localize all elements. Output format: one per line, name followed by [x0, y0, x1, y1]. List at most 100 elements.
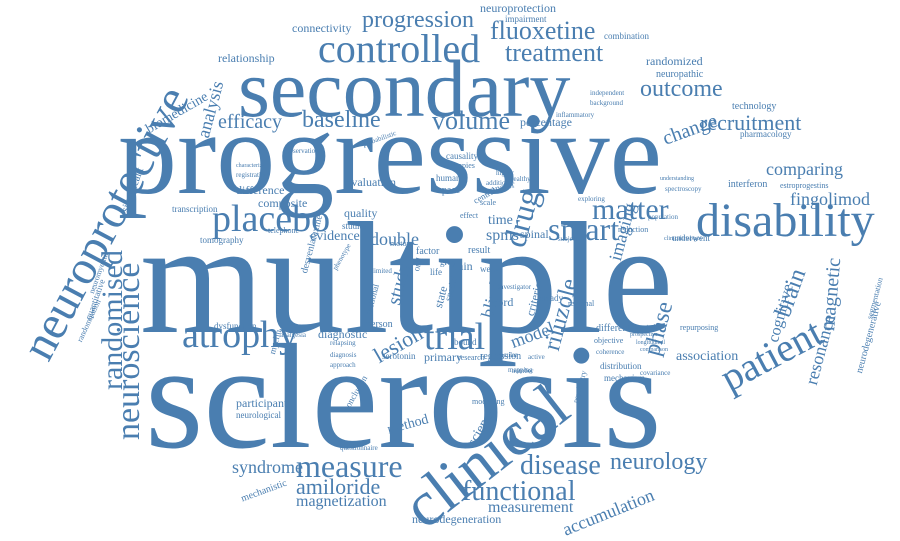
word-reduction: reduction — [618, 225, 649, 234]
word-approach: approach — [330, 361, 356, 369]
word-trial: trial — [424, 316, 486, 358]
word-grey: grey — [440, 257, 456, 267]
word-regression: regression — [480, 351, 522, 362]
word-healthy: healthy — [510, 175, 531, 183]
word-inflammatory: inflammatory — [556, 111, 595, 119]
word-telephone: telephone — [268, 226, 300, 235]
word-magnetization: magnetization — [296, 493, 387, 510]
word-number: number — [512, 367, 534, 375]
word-disability: disability — [696, 194, 875, 247]
word-subject: subject — [558, 235, 578, 243]
word-regional: regional — [568, 299, 595, 308]
word-volume: volume — [432, 106, 510, 135]
word-observational: observational — [286, 147, 324, 155]
word-active: active — [528, 353, 545, 361]
word-spectroscopy: spectroscopy — [665, 185, 702, 193]
word-multiple: multiple — [140, 189, 674, 367]
word-interferon: interferon — [728, 179, 768, 190]
word-amiloride: amiloride — [296, 474, 381, 499]
word-difference: difference — [236, 183, 285, 197]
word-ocular: ocular — [500, 351, 518, 359]
word-exploring: exploring — [578, 195, 605, 203]
word-mapping: mapping — [508, 366, 533, 374]
word-evidence: evidence — [310, 229, 360, 244]
word-modelling: modelling — [472, 397, 505, 406]
word-different: different — [596, 323, 631, 334]
word-randomized: randomized — [646, 54, 703, 68]
word-estroprogestins: estroprogestins — [780, 181, 829, 190]
word-functional: functional — [462, 476, 576, 507]
word-spinal: spinal — [520, 227, 549, 241]
word-registration: registration — [236, 171, 268, 179]
word-change: change — [659, 109, 721, 150]
word-studies: studies — [342, 221, 368, 231]
word-neurodegeneration: neurodegeneration — [412, 512, 502, 526]
word-factor: factor — [416, 246, 440, 257]
word-scale: scale — [480, 198, 496, 207]
word-treatment: treatment — [505, 38, 604, 67]
word-coherence: coherence — [596, 348, 625, 356]
word-repurposing: repurposing — [680, 323, 719, 332]
word-technology: technology — [732, 101, 777, 112]
word-evaluation: evaluation — [346, 175, 396, 189]
word-baseline: baseline — [302, 107, 381, 133]
word-serotonin: serotonin — [382, 351, 416, 361]
word-progressive: progressive — [118, 88, 662, 219]
word-population: population — [648, 213, 678, 221]
word-addition: addition — [486, 179, 509, 187]
word-person: person — [366, 319, 393, 330]
word-understanding: understanding — [660, 176, 694, 182]
word-comparing: comparing — [766, 159, 843, 179]
word-measurement: measurement — [488, 499, 574, 516]
word-result: result — [468, 245, 491, 256]
word-relapsing: relapsing — [330, 339, 356, 347]
word-independent: independent — [590, 89, 625, 97]
word-combination: combination — [604, 31, 649, 41]
word-background: background — [590, 99, 624, 107]
word-week: week — [480, 264, 499, 274]
word-cord: cord — [492, 295, 514, 309]
word-matter: matter — [592, 193, 669, 226]
word-composite: composite — [258, 196, 308, 210]
word-objective: objective — [594, 336, 624, 345]
word-covariance: covariance — [640, 369, 671, 377]
word-connectivity: connectivity — [292, 21, 352, 35]
word-space: space — [438, 185, 461, 196]
word-progression: progression — [362, 7, 474, 33]
word-participant: participant — [236, 396, 288, 410]
word-automated: automated — [626, 323, 656, 331]
word-diagnosis: diagnosis — [330, 351, 357, 359]
word-motor: motor — [390, 239, 410, 248]
word-efficacy: efficacy — [218, 111, 283, 133]
word-atrophy: atrophy — [182, 314, 299, 356]
word-pain: pain — [452, 259, 473, 273]
word-effect: effect — [460, 211, 479, 220]
word-controlled: controlled — [318, 26, 481, 71]
word-disease: disease — [520, 450, 601, 481]
word-therapies: therapies — [446, 161, 475, 170]
word-characterize: characterize — [236, 163, 265, 169]
word-measure: measure — [296, 448, 403, 484]
word-syndrome: syndrome — [232, 457, 303, 477]
word-transcription: transcription — [172, 204, 218, 214]
word-steady: steady — [540, 293, 563, 303]
word-placebo: placebo — [212, 198, 331, 240]
word-clinicaltrialsgov: clinicaltrialsgov — [664, 236, 703, 242]
word-prospective: prospective — [630, 332, 658, 338]
word-neurological: neurological — [236, 410, 281, 420]
word-time: time — [488, 213, 513, 228]
word-investigator: investigator — [498, 283, 532, 291]
word-impairment: impairment — [505, 14, 547, 24]
word-relationship: relationship — [218, 51, 275, 65]
word-higher: higher — [496, 169, 514, 177]
word-fingolimod: fingolimod — [790, 189, 870, 209]
word-quality: quality — [344, 206, 378, 220]
word-dysfunction: dysfunction — [214, 321, 257, 331]
word-double: double — [370, 229, 419, 249]
word-causality: causality — [446, 151, 478, 161]
word-segmentation: segmentation — [865, 276, 885, 321]
word-primary: primary — [424, 350, 462, 364]
word-spms: spms — [486, 227, 519, 244]
word-tomography: tomography — [200, 235, 244, 245]
